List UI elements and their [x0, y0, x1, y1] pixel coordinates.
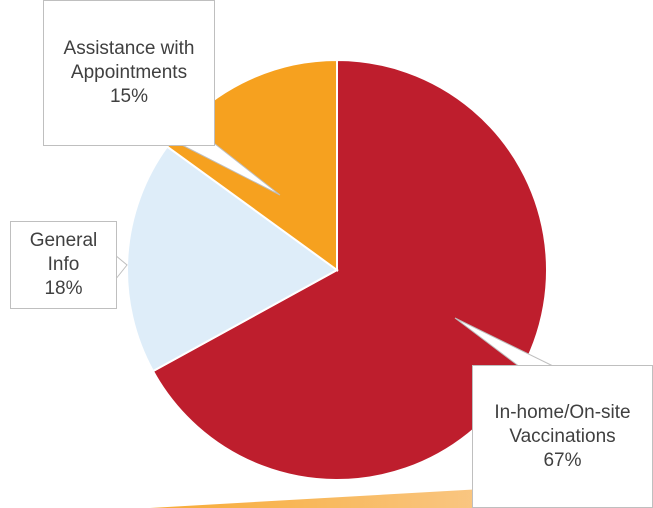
pie-slice [126, 145, 339, 373]
value-label: 15% [109, 86, 149, 107]
slice-label: General Info [29, 230, 98, 275]
decorative-strip [150, 488, 500, 508]
callout: In-home/On-site Vaccinations 67% [472, 365, 653, 508]
value-label: 67% [543, 449, 582, 471]
slice-label: In-home/On-site Vaccinations [494, 401, 631, 447]
slice-label: Assistance with Appointments [63, 38, 195, 83]
callout: General Info 18% [10, 221, 117, 309]
callout: Assistance with Appointments 15% [43, 0, 215, 146]
value-label: 18% [44, 278, 83, 299]
